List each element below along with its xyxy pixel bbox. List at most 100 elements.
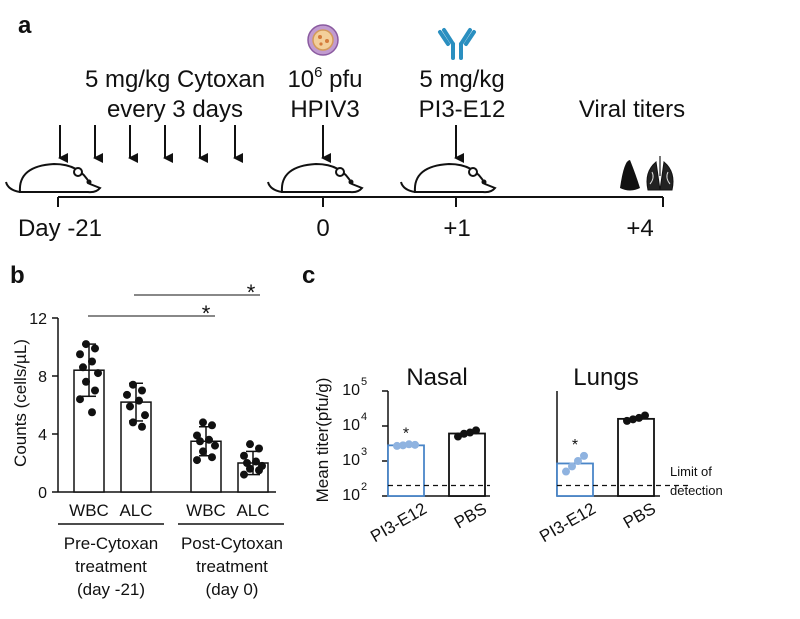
data-point <box>399 441 407 450</box>
panel-c-yticks <box>382 390 388 497</box>
data-point <box>411 440 419 449</box>
group-label: (day 0) <box>206 580 259 599</box>
data-point <box>393 441 401 450</box>
group-label: Post-Cytoxan <box>181 534 283 553</box>
panel-c-category-label: PI3-E12 <box>367 499 430 546</box>
timeline-ticks <box>57 197 664 207</box>
data-point <box>255 444 263 453</box>
timeline-label: 0 <box>316 215 329 242</box>
data-point <box>240 470 248 479</box>
data-point <box>240 451 248 460</box>
panel-b-category-label: ALC <box>119 501 152 520</box>
mouse-icon <box>5 162 102 194</box>
cytoxan-dose-label: 5 mg/kg Cytoxan <box>85 66 265 93</box>
significance-star: * <box>247 280 256 305</box>
data-point <box>193 456 201 465</box>
panel-c-category-label: PBS <box>620 499 659 532</box>
panel-c-ytick-label: 10 <box>342 487 360 504</box>
significance-star: * <box>403 425 409 442</box>
timeline-label: +4 <box>626 215 653 242</box>
dosing-arrows <box>58 125 464 163</box>
panel-c-letter: c <box>302 262 315 289</box>
panel-c-ytick-label: 10 <box>342 382 360 399</box>
data-point <box>199 418 207 427</box>
timeline-label: Day -21 <box>18 215 102 242</box>
timeline-label: +1 <box>443 215 470 242</box>
antibody-dose-label: 5 mg/kg <box>419 66 504 93</box>
panel-b-marks <box>73 340 269 493</box>
data-point <box>580 451 588 460</box>
data-point <box>82 377 90 386</box>
group-label: treatment <box>196 557 268 576</box>
bar <box>617 417 655 497</box>
data-point <box>91 344 99 353</box>
antibody-icon <box>438 28 476 60</box>
data-point <box>208 421 216 430</box>
data-point <box>562 467 570 476</box>
panel-c-ytick-label: 10 <box>342 452 360 469</box>
data-point <box>211 441 219 450</box>
data-point <box>574 457 582 465</box>
data-point <box>255 466 263 475</box>
panel-b-yticks <box>52 317 58 493</box>
panel-c-ylabel: Mean titer(pfu/g) <box>313 378 332 503</box>
data-point <box>79 363 87 372</box>
significance-star: * <box>202 301 211 326</box>
mouse-icon <box>267 162 364 194</box>
panel-b-category-label: WBC <box>69 501 109 520</box>
data-point <box>138 386 146 395</box>
readout-label: Viral titers <box>579 96 685 123</box>
data-point <box>635 413 643 422</box>
lod-label: Limit of <box>670 464 712 479</box>
panel-b-ytick-label: 4 <box>38 427 47 444</box>
data-point <box>129 418 137 427</box>
virus-dose-label: 106 pfu <box>287 64 362 93</box>
data-point <box>88 357 96 366</box>
panel-c-category-label: PI3-E12 <box>536 499 599 546</box>
data-point <box>141 411 149 420</box>
panel-b-ytick-label: 8 <box>38 369 47 386</box>
nose-lungs-icon <box>620 156 674 191</box>
data-point <box>568 462 576 471</box>
data-point <box>126 402 134 411</box>
panel-c-ytick-exp: 4 <box>361 411 367 423</box>
panel-b-ylabel: Counts (cells/µL) <box>11 339 30 467</box>
data-point <box>76 350 84 359</box>
antibody-name-label: PI3-E12 <box>419 96 506 123</box>
data-point <box>138 422 146 431</box>
group-label: Pre-Cytoxan <box>64 534 158 553</box>
data-point <box>123 390 131 399</box>
bar <box>387 444 425 497</box>
data-point <box>208 453 216 462</box>
data-point <box>246 440 254 449</box>
panel-a-letter: a <box>18 12 32 39</box>
panel-c-ytick-exp: 3 <box>361 446 367 458</box>
panel-b-ytick-label: 0 <box>38 485 47 502</box>
bar <box>448 432 486 497</box>
group-label: treatment <box>75 557 147 576</box>
data-point <box>466 428 474 437</box>
panel-c: c Mean titer(pfu/g) 10 2 10 3 10 4 10 5 … <box>302 262 723 546</box>
data-point <box>623 416 631 425</box>
panel-b: b Counts (cells/µL) 0 4 8 12 WBC ALC WBC… <box>10 262 284 599</box>
data-point <box>88 408 96 417</box>
panel-c-marks: ** <box>387 411 655 497</box>
data-point <box>205 435 213 444</box>
significance-star: * <box>572 437 578 454</box>
panel-c-ytick-exp: 5 <box>361 376 367 388</box>
panel-b-category-label: WBC <box>186 501 226 520</box>
lod-label: detection <box>670 483 723 498</box>
virus-icon <box>307 24 339 56</box>
data-point <box>460 429 468 438</box>
data-point <box>196 437 204 446</box>
data-point <box>405 440 413 449</box>
panel-c-ytick-exp: 2 <box>361 481 367 493</box>
data-point <box>629 415 637 424</box>
subplot-title: Lungs <box>573 364 638 391</box>
panel-c-category-label: PBS <box>451 499 490 532</box>
data-point <box>199 447 207 456</box>
cytoxan-schedule-label: every 3 days <box>107 96 243 123</box>
data-point <box>252 457 260 466</box>
virus-name-label: HPIV3 <box>290 96 359 123</box>
